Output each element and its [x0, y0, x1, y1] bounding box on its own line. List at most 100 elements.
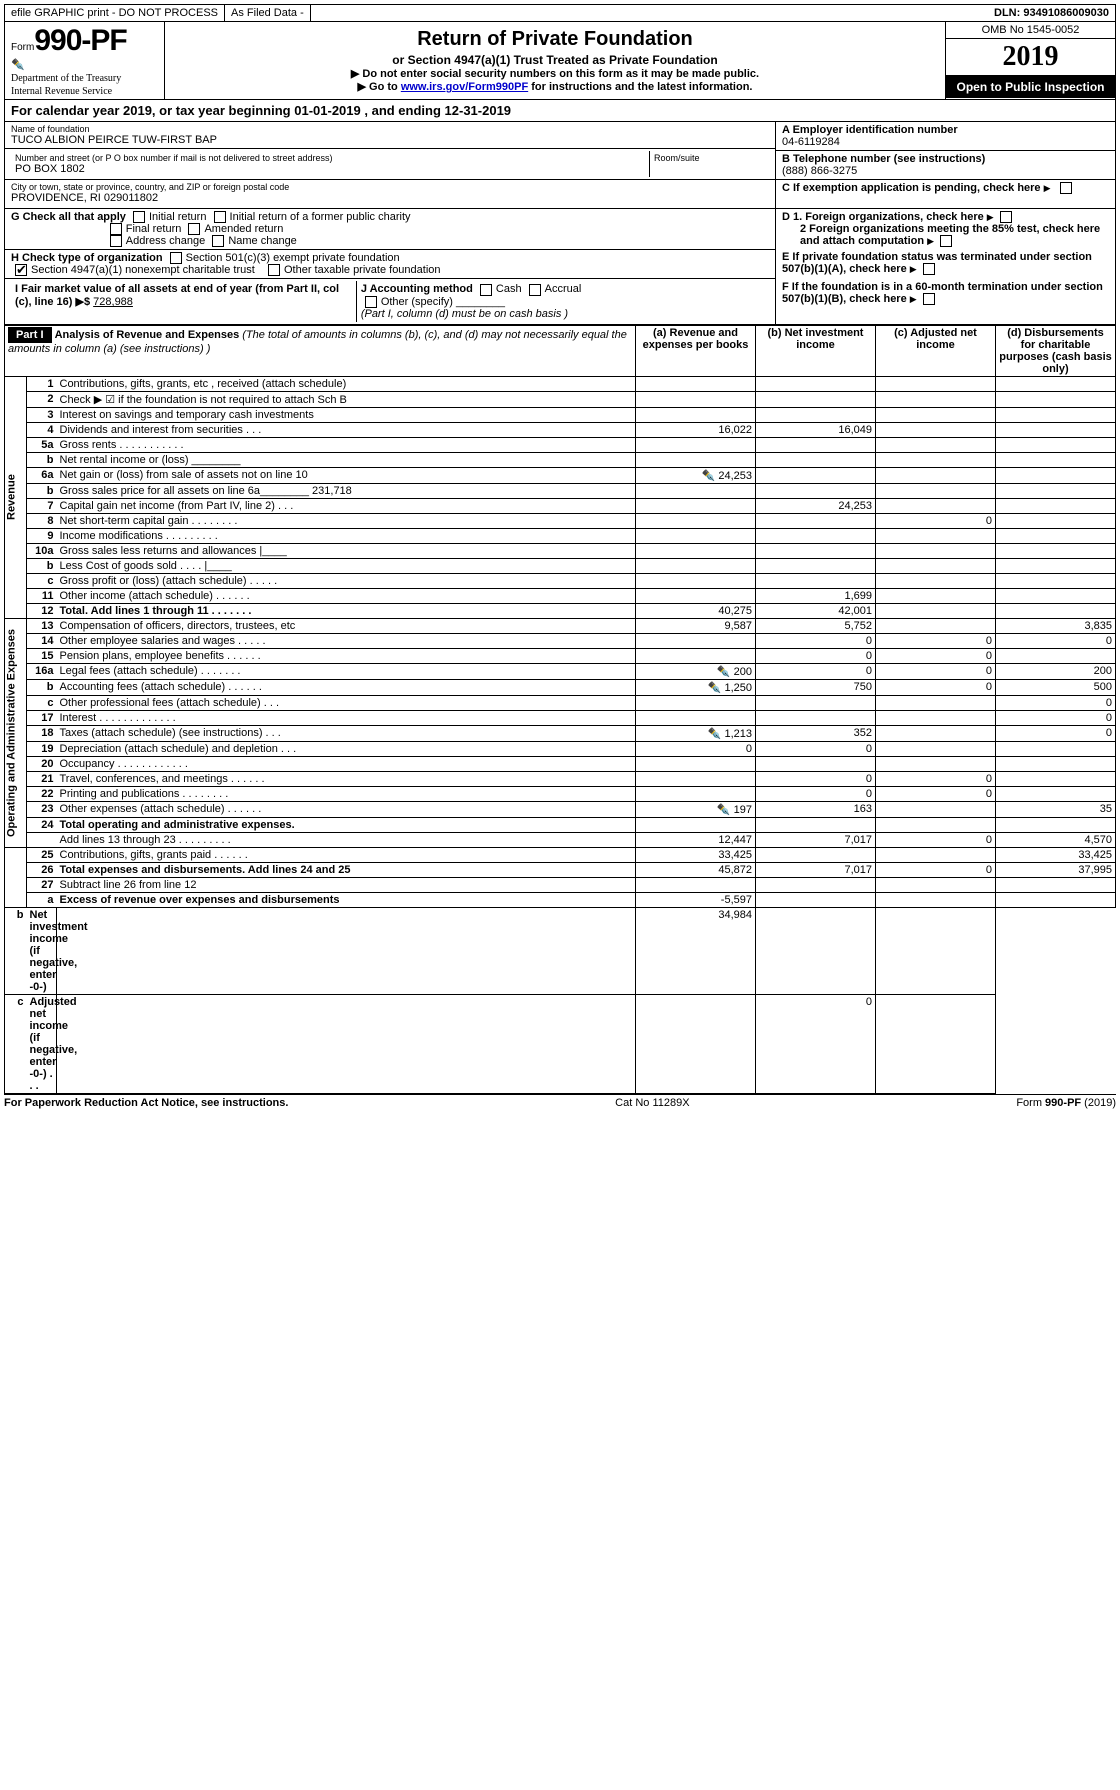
table-row: 24Total operating and administrative exp… [5, 817, 1116, 832]
f-checkbox[interactable] [923, 293, 935, 305]
table-row: 5aGross rents . . . . . . . . . . . [5, 437, 1116, 452]
j-label: J Accounting method [361, 283, 473, 295]
table-row: bNet rental income or (loss) ________ [5, 452, 1116, 467]
h-other-checkbox[interactable] [268, 264, 280, 276]
g-initial-checkbox[interactable] [133, 211, 145, 223]
amount-cell [876, 725, 996, 741]
h-4947-checkbox[interactable] [15, 264, 27, 276]
g-final: Final return [126, 223, 182, 235]
table-row: 10aGross sales less returns and allowanc… [5, 543, 1116, 558]
amount-cell: 4,570 [996, 832, 1116, 847]
phone-cell: B Telephone number (see instructions) (8… [776, 151, 1115, 180]
h-4947: Section 4947(a)(1) nonexempt charitable … [31, 264, 255, 276]
col-d-header: (d) Disbursements for charitable purpose… [996, 325, 1116, 376]
line-number: 21 [27, 771, 57, 786]
line-desc: Accounting fees (attach schedule) . . . … [57, 679, 636, 695]
amount-cell [996, 892, 1116, 907]
amount-cell: 37,995 [996, 862, 1116, 877]
phone-value: (888) 866-3275 [782, 165, 1109, 177]
table-row: Revenue1Contributions, gifts, grants, et… [5, 376, 1116, 391]
line-number: 14 [27, 633, 57, 648]
amount-cell [876, 391, 996, 407]
d2-checkbox[interactable] [940, 235, 952, 247]
col-c-header: (c) Adjusted net income [876, 325, 996, 376]
exemption-checkbox[interactable] [1060, 182, 1072, 194]
amount-cell [756, 513, 876, 528]
amount-cell [996, 771, 1116, 786]
table-row: 6aNet gain or (loss) from sale of assets… [5, 467, 1116, 483]
amount-cell: 7,017 [756, 862, 876, 877]
amount-cell: 0 [996, 633, 1116, 648]
line-desc: Gross sales price for all assets on line… [57, 483, 636, 498]
amount-cell [876, 603, 996, 618]
schedule-icon[interactable]: ✒️ [702, 470, 716, 482]
amount-cell: 3,835 [996, 618, 1116, 633]
line-desc: Total operating and administrative expen… [57, 817, 636, 832]
amount-cell [876, 907, 996, 994]
h-501c3-checkbox[interactable] [170, 252, 182, 264]
cal-pre: For calendar year 2019, or tax year begi… [11, 103, 294, 118]
amount-cell [876, 817, 996, 832]
arrow-icon [910, 293, 919, 305]
amount-cell [996, 603, 1116, 618]
schedule-icon[interactable]: ✒️ [708, 682, 722, 694]
amount-cell [996, 756, 1116, 771]
j-accrual-checkbox[interactable] [529, 284, 541, 296]
line-desc: Gross rents . . . . . . . . . . . [57, 437, 636, 452]
amount-cell [996, 513, 1116, 528]
line-number: 8 [27, 513, 57, 528]
schedule-icon[interactable]: ✒️ [717, 804, 731, 816]
amount-cell [756, 877, 876, 892]
ein-cell: A Employer identification number 04-6119… [776, 122, 1115, 151]
amount-cell [876, 483, 996, 498]
amount-cell [996, 741, 1116, 756]
j-other-checkbox[interactable] [365, 296, 377, 308]
table-row: 11Other income (attach schedule) . . . .… [5, 588, 1116, 603]
ein-value: 04-6119284 [782, 136, 1109, 148]
irs-link[interactable]: www.irs.gov/Form990PF [401, 81, 528, 93]
amount-cell: 5,752 [756, 618, 876, 633]
line-desc: Taxes (attach schedule) (see instruction… [57, 725, 636, 741]
amount-cell: 0 [876, 862, 996, 877]
amount-cell [756, 892, 876, 907]
amount-cell [876, 528, 996, 543]
col-b-header: (b) Net investment income [756, 325, 876, 376]
table-row: 16aLegal fees (attach schedule) . . . . … [5, 663, 1116, 679]
amount-cell: 45,872 [636, 862, 756, 877]
g-name-checkbox[interactable] [212, 235, 224, 247]
amount-cell [876, 573, 996, 588]
amount-cell [996, 648, 1116, 663]
amount-cell: 0 [756, 786, 876, 801]
amount-cell [996, 437, 1116, 452]
line-number: 2 [27, 391, 57, 407]
line-desc: Net investment income (if negative, ente… [27, 907, 57, 994]
schedule-icon[interactable]: ✒️ [717, 666, 731, 678]
amount-cell [876, 588, 996, 603]
top-bar: efile GRAPHIC print - DO NOT PROCESS As … [4, 4, 1116, 22]
e-checkbox[interactable] [923, 263, 935, 275]
j-cash-checkbox[interactable] [480, 284, 492, 296]
amount-cell [636, 483, 756, 498]
line-number: 11 [27, 588, 57, 603]
line-desc: Total. Add lines 1 through 11 . . . . . … [57, 603, 636, 618]
dln-label: DLN: 93491086009030 [988, 5, 1115, 21]
checks-right: D 1. Foreign organizations, check here 2… [775, 209, 1115, 324]
g-address-checkbox[interactable] [110, 235, 122, 247]
scroll-icon: ✒️ [11, 58, 158, 71]
line-number: 10a [27, 543, 57, 558]
line-number: 4 [27, 422, 57, 437]
g-final-checkbox[interactable] [110, 223, 122, 235]
cal-begin: 01-01-2019 [294, 103, 361, 118]
line-number: b [27, 483, 57, 498]
line-desc: Less Cost of goods sold . . . . |____ [57, 558, 636, 573]
g-label: G Check all that apply [11, 211, 126, 223]
line-number: b [5, 907, 27, 994]
g-amended-checkbox[interactable] [188, 223, 200, 235]
g-initial-former-checkbox[interactable] [214, 211, 226, 223]
line-number: 23 [27, 801, 57, 817]
amount-cell: 200 [996, 663, 1116, 679]
d1-checkbox[interactable] [1000, 211, 1012, 223]
amount-cell [876, 618, 996, 633]
schedule-icon[interactable]: ✒️ [708, 728, 722, 740]
amount-cell [636, 391, 756, 407]
